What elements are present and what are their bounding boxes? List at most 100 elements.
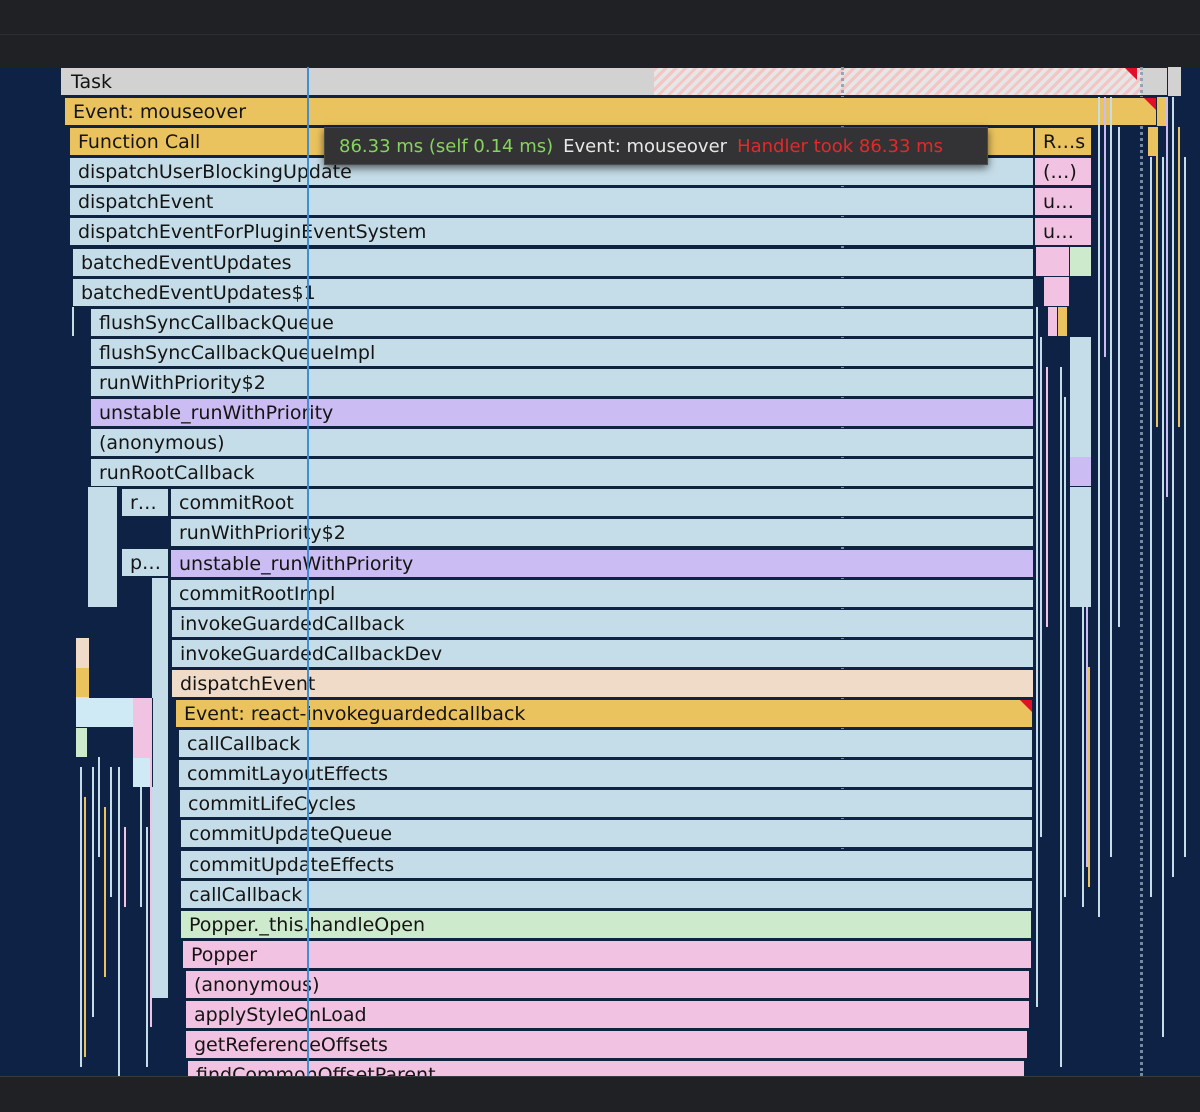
flame-call-rs[interactable]: R…s <box>1034 127 1092 156</box>
flame-row[interactable]: getReferenceOffsets <box>185 1030 1028 1059</box>
nested-call-block[interactable] <box>72 307 75 336</box>
flame-call-u1[interactable]: u… <box>1034 187 1092 216</box>
nested-call-block[interactable] <box>1070 457 1092 486</box>
nested-call-block[interactable] <box>1070 337 1092 457</box>
timeline-overview-bar[interactable] <box>0 0 1200 67</box>
flame-row[interactable]: flushSyncCallbackQueueImpl <box>90 338 1034 367</box>
activity-trace-line <box>110 767 112 897</box>
flame-row-label: Event: react-invokeguardedcallback <box>184 703 526 725</box>
flame-row-label: Event: mouseover <box>73 101 247 123</box>
time-cursor-line <box>307 67 309 1076</box>
flame-row-label: (anonymous) <box>194 974 320 996</box>
nested-call-block[interactable] <box>1048 307 1058 336</box>
flame-row-label: dispatchEvent <box>78 191 214 213</box>
activity-trace-line <box>118 767 120 1076</box>
flame-row-label: commitUpdateQueue <box>189 823 393 845</box>
status-bar <box>0 1076 1200 1112</box>
flame-row-label: batchedEventUpdates$1 <box>81 282 316 304</box>
flame-row[interactable]: unstable_runWithPriority <box>170 549 1034 578</box>
flame-row[interactable]: commitUpdateQueue <box>180 819 1033 848</box>
flame-row[interactable]: commitUpdateEffects <box>180 850 1033 879</box>
nested-call-block[interactable] <box>76 668 90 697</box>
flame-call-r-label: r… <box>130 492 157 514</box>
flame-row-label: dispatchEventForPluginEventSystem <box>78 221 427 243</box>
flame-row[interactable]: batchedEventUpdates <box>72 248 1034 277</box>
flame-row-label: commitRootImpl <box>179 583 336 605</box>
tooltip-time: 86.33 ms (self 0.14 ms) <box>339 136 554 157</box>
flame-row[interactable]: invokeGuardedCallback <box>171 609 1034 638</box>
nested-call-block[interactable] <box>88 487 118 607</box>
flame-row-label: commitRoot <box>179 492 294 514</box>
flame-row[interactable]: callCallback <box>180 880 1033 909</box>
flame-row[interactable]: Event: react-invokeguardedcallback <box>175 699 1033 728</box>
tooltip-event: Event: mouseover <box>563 136 728 157</box>
flame-row[interactable]: dispatchEventForPluginEventSystem <box>69 217 1034 246</box>
nested-call-block[interactable] <box>1168 67 1182 96</box>
flame-call-paren-label: (…) <box>1043 161 1077 183</box>
activity-trace-line <box>92 767 94 1017</box>
nested-call-block[interactable] <box>1036 247 1070 276</box>
flame-row[interactable]: (anonymous) <box>185 970 1030 999</box>
flame-row[interactable]: dispatchEvent <box>69 187 1034 216</box>
flame-call-u1-label: u… <box>1043 191 1075 213</box>
flame-call-r[interactable]: r… <box>121 488 169 517</box>
flame-row[interactable]: commitLifeCycles <box>179 789 1033 818</box>
nested-call-block[interactable] <box>76 728 88 757</box>
flame-row-label: getReferenceOffsets <box>194 1034 388 1056</box>
flame-row[interactable]: applyStyleOnLoad <box>185 1000 1030 1029</box>
flame-call-p[interactable]: p… <box>121 548 169 577</box>
flame-row-label: commitUpdateEffects <box>189 854 395 876</box>
nested-call-block[interactable] <box>133 758 153 787</box>
nested-call-block[interactable] <box>133 698 153 758</box>
flame-call-p-label: p… <box>130 552 162 574</box>
event-tooltip: 86.33 ms (self 0.14 ms) Event: mouseover H… <box>324 127 988 165</box>
flame-row-label: flushSyncCallbackQueue <box>99 312 334 334</box>
flame-row[interactable]: flushSyncCallbackQueue <box>90 308 1034 337</box>
flame-row[interactable]: (anonymous) <box>90 428 1034 457</box>
flame-row[interactable]: invokeGuardedCallbackDev <box>171 639 1034 668</box>
flame-row[interactable]: commitLayoutEffects <box>178 759 1033 788</box>
flame-row[interactable]: findCommonOffsetParent <box>187 1060 1025 1076</box>
flame-chart[interactable]: Task r… p… R…s (…) u… u… Ev <box>0 67 1200 1076</box>
long-task-warning-icon <box>1125 68 1137 80</box>
flame-row-label: invokeGuardedCallbackDev <box>180 643 443 665</box>
activity-trace-line <box>1178 127 1180 427</box>
nested-call-block[interactable] <box>1058 307 1068 336</box>
overview-divider <box>0 34 1200 35</box>
flame-row-label: batchedEventUpdates <box>81 252 292 274</box>
activity-trace-line <box>150 757 152 1027</box>
nested-call-block[interactable] <box>76 698 136 727</box>
flame-row-label: callCallback <box>187 733 301 755</box>
flame-row[interactable]: batchedEventUpdates$1 <box>72 278 1034 307</box>
flame-call-paren[interactable]: (…) <box>1034 157 1092 186</box>
activity-trace-line <box>1036 307 1038 1007</box>
task-label: Task <box>71 71 113 93</box>
flame-call-u2[interactable]: u… <box>1034 217 1092 246</box>
flame-row[interactable]: Popper._this.handleOpen <box>180 910 1032 939</box>
nested-call-block[interactable] <box>152 578 169 998</box>
flame-row[interactable]: dispatchEvent <box>171 669 1034 698</box>
flame-row[interactable]: callCallback <box>178 729 1033 758</box>
nested-call-block[interactable] <box>1070 247 1092 276</box>
activity-trace-line <box>1150 157 1152 897</box>
flame-row[interactable]: runRootCallback <box>90 458 1034 487</box>
nested-call-block[interactable] <box>1044 277 1070 306</box>
flame-row-label: (anonymous) <box>99 432 225 454</box>
flame-row-label: findCommonOffsetParent <box>196 1064 436 1076</box>
flame-row[interactable]: Popper <box>182 940 1032 969</box>
event-warning-icon <box>1020 700 1032 712</box>
tooltip-warning: Handler took 86.33 ms <box>737 136 944 157</box>
flame-row[interactable]: commitRoot <box>170 488 1034 517</box>
flame-row[interactable]: runWithPriority$2 <box>90 368 1034 397</box>
task-bar[interactable]: Task <box>60 67 1168 96</box>
flame-row[interactable]: commitRootImpl <box>170 579 1034 608</box>
flame-row[interactable]: Event: mouseover <box>64 97 1157 126</box>
flame-row[interactable]: unstable_runWithPriority <box>90 398 1034 427</box>
activity-trace-line <box>1046 367 1048 627</box>
flame-row-label: invokeGuardedCallback <box>180 613 405 635</box>
flame-row-label: applyStyleOnLoad <box>194 1004 367 1026</box>
flame-row[interactable]: runWithPriority$2 <box>170 518 1034 547</box>
time-gridline <box>1140 67 1143 1076</box>
nested-call-block[interactable] <box>1070 487 1092 607</box>
